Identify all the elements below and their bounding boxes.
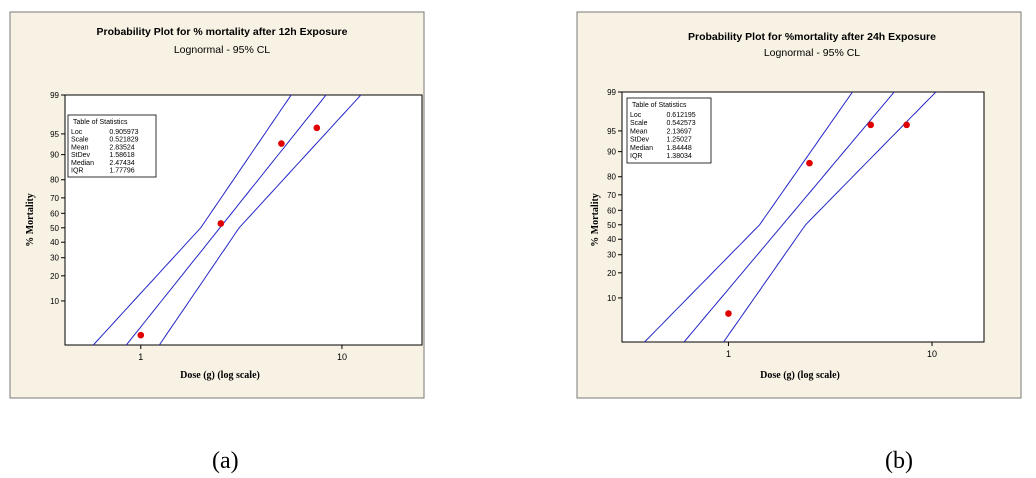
y-tick-label: 60	[607, 206, 616, 215]
stats-row-label: Mean	[630, 128, 648, 135]
chart-title: Probability Plot for % mortality after 1…	[97, 26, 348, 38]
y-tick-label: 95	[607, 127, 616, 136]
stats-row-value: 1.25027	[666, 137, 691, 144]
data-point	[867, 121, 875, 129]
fit-line	[683, 92, 895, 342]
stats-row-label: StDev	[630, 137, 650, 144]
y-axis-label: % Mortality	[590, 193, 601, 247]
y-tick-label: 80	[607, 173, 616, 182]
stats-row-label: Scale	[71, 137, 89, 144]
y-tick-label: 30	[607, 251, 616, 260]
data-point	[217, 220, 225, 227]
y-tick-label: 70	[50, 194, 59, 203]
stats-table	[626, 97, 712, 164]
stats-row-label: Mean	[71, 144, 89, 151]
stats-row-label: Median	[630, 145, 653, 152]
stats-row-value: 2.13697	[666, 128, 691, 135]
y-tick-label: 50	[50, 224, 59, 233]
x-tick-label: 1	[138, 352, 143, 362]
stats-table-title: Table of Statistics	[632, 102, 687, 109]
stats-row-label: Loc	[630, 112, 642, 119]
fit-line	[125, 95, 327, 345]
y-tick-label: 80	[50, 176, 59, 185]
stats-row-value: 0.905973	[109, 129, 138, 136]
stats-row-label: Loc	[71, 129, 83, 136]
fit-lines	[92, 95, 362, 345]
x-tick-label: 1	[726, 349, 731, 359]
panel-caption-a: (a)	[212, 448, 239, 474]
fit-lines	[643, 92, 937, 342]
chart-panel-a: Probability Plot for % mortality after 1…	[9, 11, 425, 399]
stats-row-value: 2.47434	[109, 160, 134, 167]
x-axis-label: Dose (g) (log scale)	[760, 370, 840, 381]
stats-table-title: Table of Statistics	[73, 119, 128, 126]
ci-upper-line	[722, 92, 937, 342]
y-tick-label: 30	[50, 254, 59, 263]
stats-table	[67, 114, 157, 178]
x-tick-label: 10	[337, 352, 347, 362]
x-tick-label: 10	[927, 349, 937, 359]
y-tick-label: 10	[607, 294, 616, 303]
y-axis-label: % Mortality	[25, 193, 36, 247]
y-tick-label: 95	[50, 130, 59, 139]
data-point	[137, 331, 145, 339]
y-tick-label: 70	[607, 191, 616, 200]
y-tick-label: 99	[607, 88, 616, 97]
data-point	[313, 124, 321, 132]
y-tick-label: 90	[607, 148, 616, 157]
stats-row-value: 0.521829	[109, 137, 138, 144]
x-axis-label: Dose (g) (log scale)	[180, 370, 260, 381]
chart-title: Probability Plot for %mortality after 24…	[688, 31, 936, 43]
data-point	[725, 310, 732, 317]
ci-lower-line	[643, 92, 854, 342]
stats-row-value: 2.83524	[109, 144, 134, 151]
y-tick-label: 90	[50, 151, 59, 160]
data-point	[903, 121, 910, 129]
y-tick-label: 99	[50, 91, 59, 100]
y-tick-label: 40	[607, 235, 616, 244]
chart-subtitle: Lognormal - 95% CL	[174, 44, 270, 56]
y-tick-label: 60	[50, 209, 59, 218]
y-tick-label: 20	[50, 272, 59, 281]
ci-upper-line	[158, 95, 362, 345]
y-tick-label: 10	[50, 297, 59, 306]
stats-row-label: StDev	[71, 152, 91, 159]
stats-row-value: 0.612195	[666, 112, 695, 119]
panel-caption-b: (b)	[885, 448, 913, 474]
chart-subtitle: Lognormal - 95% CL	[764, 47, 860, 59]
stats-row-value: 0.542573	[666, 120, 695, 127]
stats-row-label: IQR	[71, 168, 83, 175]
y-tick-label: 40	[50, 238, 59, 247]
y-tick-label: 50	[607, 221, 616, 230]
chart-panel-b: Probability Plot for %mortality after 24…	[576, 11, 1022, 399]
stats-row-value: 1.38034	[666, 153, 691, 160]
stats-row-label: Median	[71, 160, 94, 167]
stats-row-value: 1.77796	[109, 168, 134, 175]
data-point	[806, 159, 813, 167]
stats-row-value: 1.84448	[666, 145, 691, 152]
ci-lower-line	[92, 95, 292, 345]
stats-row-label: Scale	[630, 120, 648, 127]
y-tick-label: 20	[607, 269, 616, 278]
stats-row-label: IQR	[630, 153, 642, 160]
data-point	[278, 140, 285, 147]
stats-row-value: 1.58618	[109, 152, 134, 159]
